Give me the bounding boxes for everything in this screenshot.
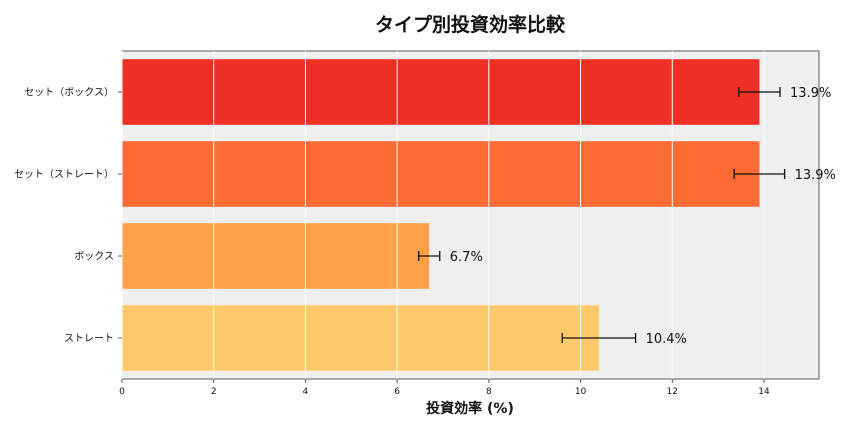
- data-label-2: 6.7%: [450, 250, 483, 265]
- bar-1: [122, 141, 760, 207]
- x-axis-label: 投資効率 (%): [426, 400, 514, 417]
- chart-title: タイプ別投資効率比較: [375, 13, 566, 36]
- error-bar-3: [561, 333, 637, 343]
- error-bar-2: [418, 251, 441, 261]
- x-axis-ticks: 0 2 4 6 8 10 12 14: [119, 379, 770, 397]
- bars: [122, 59, 760, 371]
- category-label-0: セット（ボックス）: [24, 87, 114, 99]
- bar-2: [122, 223, 430, 289]
- data-label-0: 13.9%: [790, 86, 831, 101]
- x-tick-label-2: 4: [303, 387, 309, 397]
- x-tick-label-4: 8: [486, 387, 492, 397]
- data-label-1: 13.9%: [795, 168, 836, 183]
- bar-3: [122, 305, 599, 371]
- data-labels: 13.9% 13.9% 6.7% 10.4%: [450, 86, 836, 347]
- grid-lines: [121, 51, 765, 379]
- x-tick-label-6: 12: [667, 387, 678, 397]
- x-tick-label-3: 6: [394, 387, 400, 397]
- x-tick-label-7: 14: [758, 387, 770, 397]
- category-label-2: ボックス: [74, 251, 114, 263]
- bar-0: [122, 59, 760, 125]
- error-bar-1: [733, 169, 786, 179]
- data-label-3: 10.4%: [646, 332, 687, 347]
- category-label-1: セット（ストレート）: [14, 169, 114, 181]
- x-tick-label-5: 10: [575, 387, 587, 397]
- category-label-3: ストレート: [64, 334, 114, 345]
- error-bars: [418, 87, 786, 343]
- error-bar-0: [738, 87, 781, 97]
- x-tick-label-1: 2: [211, 387, 217, 397]
- x-tick-label-0: 0: [119, 387, 125, 397]
